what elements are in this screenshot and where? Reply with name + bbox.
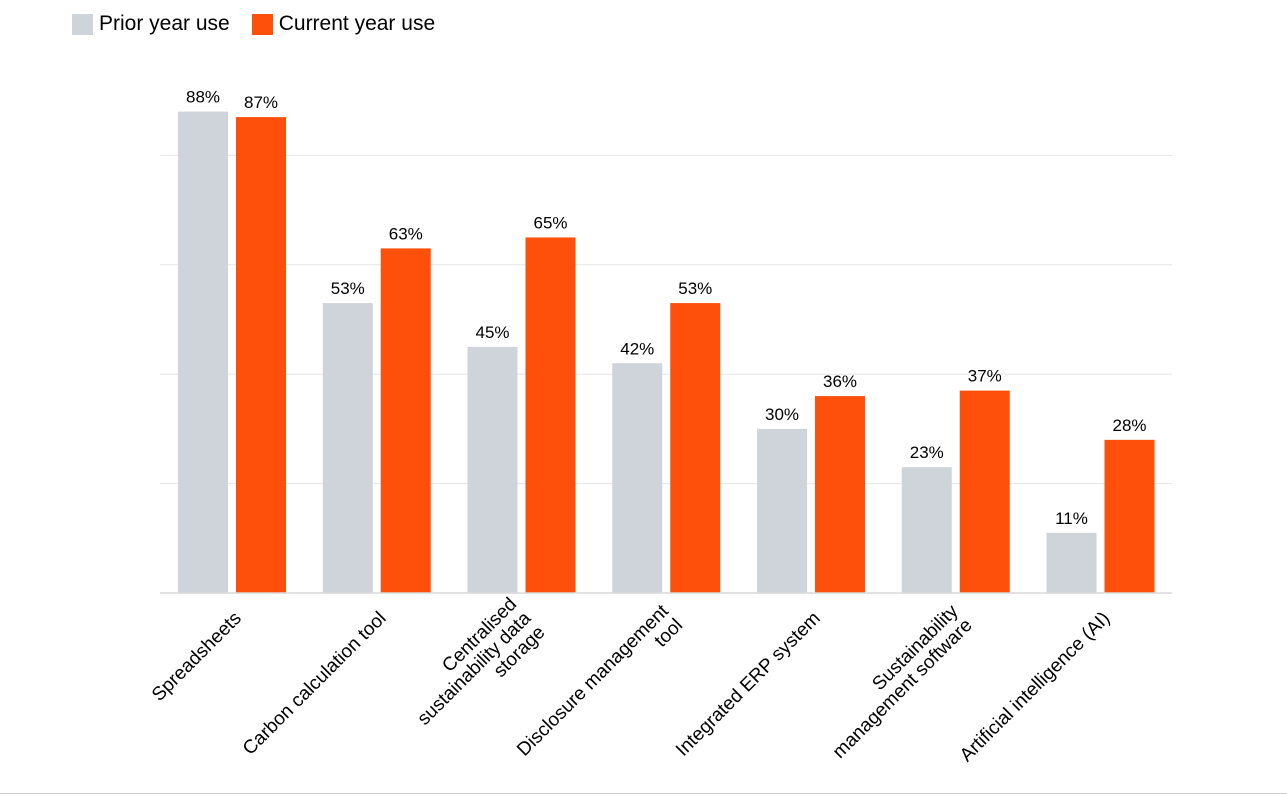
bar <box>322 303 373 593</box>
bar <box>901 467 952 593</box>
category-label: Carbon calculation tool <box>239 608 391 760</box>
bar <box>525 237 576 593</box>
bar <box>236 117 286 594</box>
category-label: Integrated ERP system <box>672 608 825 761</box>
category-label-line: Disclosure management <box>513 600 673 760</box>
legend-item-current-year: Current year use <box>251 12 436 36</box>
bar <box>612 363 663 593</box>
data-label: 36% <box>823 372 857 391</box>
data-label: 53% <box>678 279 712 298</box>
bar <box>670 303 721 593</box>
data-label: 65% <box>533 213 567 232</box>
data-label: 88% <box>186 88 220 107</box>
category-label: Artificial intelligence (AI) <box>956 608 1114 766</box>
data-label: 42% <box>620 339 654 358</box>
legend-item-prior-year: Prior year use <box>72 12 230 36</box>
data-label: 87% <box>244 93 278 112</box>
bottom-divider <box>0 793 1287 794</box>
category-label-line: Integrated ERP system <box>672 608 825 761</box>
legend-swatch-prior-year <box>72 13 93 35</box>
bar <box>815 396 865 593</box>
data-label: 45% <box>475 323 509 342</box>
bar <box>467 346 518 593</box>
data-label: 63% <box>389 224 423 243</box>
legend-swatch-current-year <box>251 13 273 35</box>
data-label: 53% <box>331 279 365 298</box>
category-label-line: Artificial intelligence (AI) <box>956 608 1114 766</box>
bar <box>178 111 228 593</box>
data-label: 37% <box>968 367 1002 386</box>
category-label-line: Spreadsheets <box>148 608 246 706</box>
bar <box>380 248 431 593</box>
bar <box>757 428 807 593</box>
legend-label-current-year: Current year use <box>278 12 436 35</box>
bar <box>1046 532 1097 593</box>
category-label-line: management software <box>829 615 977 763</box>
category-label-line: Carbon calculation tool <box>239 608 391 760</box>
data-label: 23% <box>910 443 944 462</box>
bar <box>959 390 1010 593</box>
category-label: Spreadsheets <box>148 608 246 706</box>
data-label: 11% <box>1055 509 1088 528</box>
legend: Prior year use Current year use <box>72 12 457 36</box>
data-label: 28% <box>1112 416 1146 435</box>
bar <box>1104 439 1155 593</box>
legend-label-prior-year: Prior year use <box>99 12 230 35</box>
data-label: 30% <box>765 405 799 424</box>
